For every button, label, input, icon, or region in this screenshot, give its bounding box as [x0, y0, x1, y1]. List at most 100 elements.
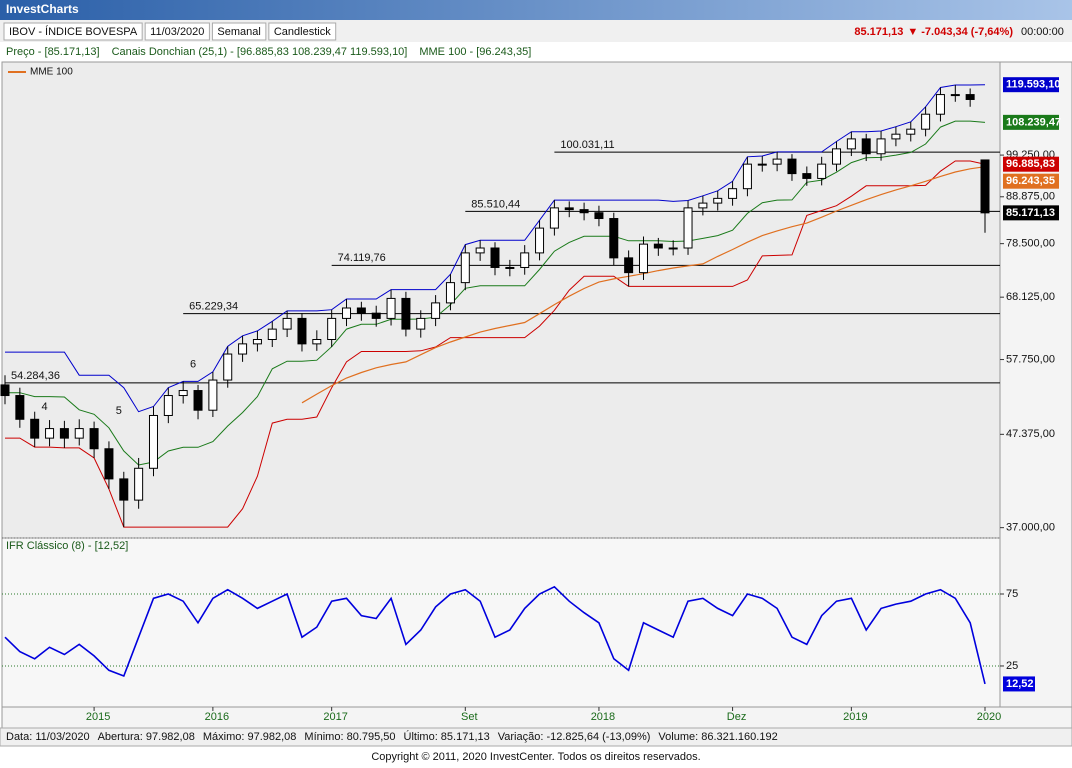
- toolbar-item: [211, 22, 267, 41]
- donchian-line: [5, 84, 986, 413]
- candle-body: [342, 307, 352, 319]
- candle-body: [728, 188, 738, 199]
- y-tick-label: 25: [1006, 660, 1018, 672]
- status-item: Abertura: 97.982,08: [98, 731, 195, 743]
- candle-body: [45, 428, 55, 439]
- candle-body: [549, 207, 559, 229]
- last-value-box: [1003, 77, 1059, 93]
- donchian-line: [5, 160, 986, 528]
- last-value-box: [1003, 205, 1059, 221]
- last-value-label: 119.593,10: [1006, 79, 1060, 91]
- candle-body: [371, 312, 381, 319]
- x-tick-label: 2016: [205, 711, 229, 723]
- candle-body: [134, 467, 144, 501]
- last-value-box: [1003, 173, 1059, 189]
- last-value-box: [1003, 676, 1035, 692]
- candle-body: [668, 247, 678, 250]
- level-label: 100.031,11: [560, 139, 614, 151]
- candle-body: [282, 317, 292, 330]
- x-tick-label: 2019: [843, 711, 867, 723]
- candle-body: [520, 252, 530, 268]
- candle-body: [148, 414, 158, 469]
- candle-body: [119, 478, 129, 501]
- candle-body: [386, 297, 396, 319]
- y-tick-label: 88.875,00: [1006, 191, 1055, 203]
- candle-body: [594, 212, 604, 220]
- candle-body: [653, 243, 663, 249]
- candle-body: [787, 158, 797, 175]
- status-item: Máximo: 97.982,08: [203, 731, 297, 743]
- candle-body: [74, 428, 84, 439]
- candle-body: [297, 317, 307, 345]
- quote-last: 85.171,13: [854, 26, 903, 38]
- y-tick-label: 47.375,00: [1006, 428, 1055, 440]
- candle-body: [698, 202, 708, 209]
- x-tick-label: 2017: [323, 711, 347, 723]
- level-label: 74.119,76: [338, 252, 386, 264]
- toolbar-text: Semanal: [217, 26, 260, 38]
- toolbar: [0, 20, 1072, 42]
- candle-body: [876, 138, 886, 155]
- toolbar-item: [268, 22, 337, 41]
- candle-body: [401, 297, 411, 330]
- status-bar: [0, 727, 1072, 747]
- candle-body: [535, 227, 545, 254]
- candle-body: [15, 395, 25, 420]
- x-axis-area: [1, 706, 1072, 729]
- toolbar-text: IBOV - ÍNDICE BOVESPA: [9, 25, 138, 38]
- candle-body: [505, 266, 515, 269]
- candle-body: [89, 428, 99, 450]
- candle-body: [312, 339, 322, 345]
- toolbar-item: [144, 22, 210, 41]
- y-tick-label: 68.125,00: [1006, 291, 1055, 303]
- candle-body: [193, 390, 203, 411]
- candle-body: [460, 252, 470, 284]
- candle-body: [490, 247, 500, 268]
- rsi-pane: [1, 537, 1001, 708]
- last-value-box: [1003, 156, 1059, 172]
- copyright: Copyright © 2011, 2020 InvestCenter. Tod…: [371, 751, 700, 763]
- wave-label: 6: [190, 358, 196, 370]
- candle-body: [861, 138, 871, 155]
- x-tick-label: 2020: [977, 711, 1001, 723]
- x-tick-label: 2015: [86, 711, 110, 723]
- last-value-label: 85.171,13: [1006, 207, 1055, 219]
- legend-label: MME 100: [30, 67, 73, 78]
- candle-body: [832, 148, 842, 165]
- candle-body: [757, 163, 767, 166]
- candle-body: [252, 339, 262, 345]
- candle-body: [742, 163, 752, 190]
- last-value-label: 96.243,35: [1006, 175, 1055, 187]
- toolbar-item: [3, 22, 143, 41]
- candle-body: [906, 128, 916, 135]
- candle-body: [935, 94, 945, 115]
- toolbar-text: 11/03/2020: [150, 26, 204, 38]
- candle-body: [802, 173, 812, 179]
- level-label: 85.510,44: [471, 198, 520, 210]
- rsi-line: [4, 585, 986, 685]
- x-tick-label: Set: [461, 711, 478, 723]
- toolbar-text: Candlestick: [274, 26, 331, 38]
- candle-body: [208, 379, 218, 411]
- wave-label: 4: [42, 401, 48, 413]
- last-value-label: 108.239,47: [1006, 116, 1061, 128]
- candle-body: [624, 257, 634, 274]
- candle-body: [267, 328, 277, 341]
- level-label: 54.284,36: [11, 370, 60, 382]
- candle-body: [638, 243, 648, 274]
- status-item: Volume: 86.321.160.192: [658, 731, 777, 743]
- x-tick-label: Dez: [727, 711, 747, 723]
- y-tick-label: 78.500,00: [1006, 238, 1055, 250]
- status-item: Mínimo: 80.795,50: [304, 731, 395, 743]
- last-value-label: 12,52: [1006, 678, 1034, 690]
- legend-header-text: Preço - [85.171,13]: [6, 46, 100, 58]
- candle-body: [921, 113, 931, 130]
- wave-label: 5: [116, 405, 122, 417]
- candle-body: [713, 197, 723, 204]
- candle-body: [891, 133, 901, 140]
- status-item: Último: 85.171,13: [404, 730, 490, 743]
- last-value-label: 96.885,83: [1006, 158, 1055, 170]
- last-value-box: [1003, 114, 1059, 130]
- app-title: InvestCharts: [6, 2, 79, 16]
